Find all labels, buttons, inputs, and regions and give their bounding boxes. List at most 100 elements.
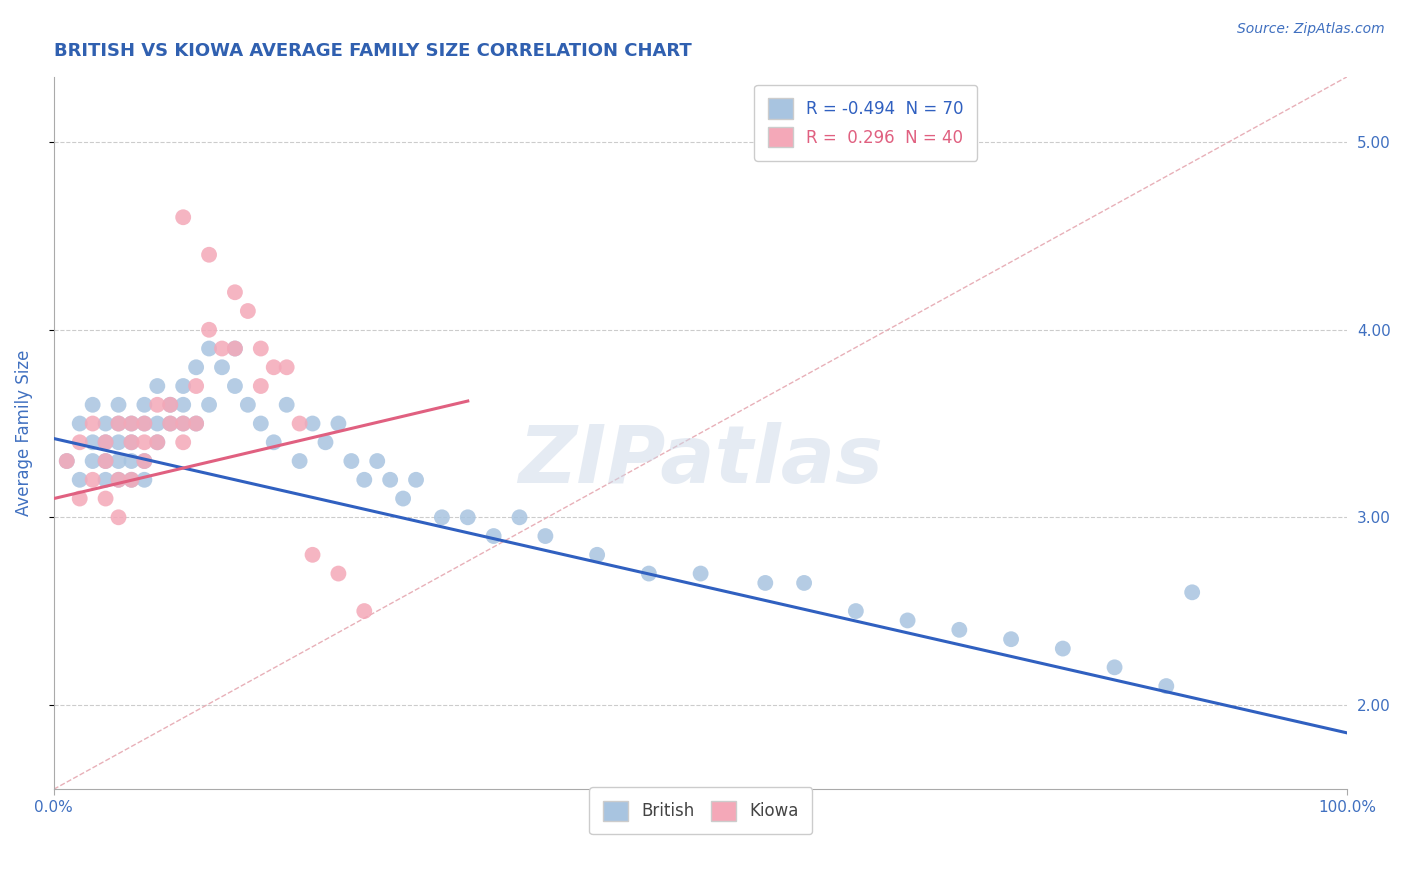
Point (224, 342, 246, 356)
Point (184, 417, 207, 431)
Point (55, 454, 77, 468)
Point (249, 342, 271, 356)
Point (94, 454, 117, 468)
Point (198, 248, 221, 262)
Point (69, 435, 91, 450)
Point (689, 566, 711, 581)
Point (146, 398, 169, 412)
Y-axis label: Average Family Size: Average Family Size (15, 350, 32, 516)
Point (263, 435, 285, 450)
Point (107, 417, 129, 431)
Point (134, 398, 156, 412)
Point (94, 417, 117, 431)
Point (184, 360, 207, 375)
Point (263, 360, 285, 375)
Point (120, 417, 142, 431)
Point (249, 417, 271, 431)
Point (198, 323, 221, 337)
Point (430, 510, 453, 524)
Point (134, 454, 156, 468)
Point (948, 623, 970, 637)
Point (159, 398, 181, 412)
Point (107, 398, 129, 412)
Point (82, 454, 104, 468)
Point (340, 454, 363, 468)
Point (366, 454, 388, 468)
Point (82, 417, 104, 431)
Point (328, 566, 350, 581)
Point (69, 417, 91, 431)
Point (211, 360, 233, 375)
Point (1104, 660, 1126, 674)
Point (107, 510, 129, 524)
Point (198, 342, 221, 356)
Point (120, 473, 142, 487)
Text: Source: ZipAtlas.com: Source: ZipAtlas.com (1237, 22, 1385, 37)
Point (184, 379, 207, 393)
Point (69, 473, 91, 487)
Point (159, 417, 181, 431)
Point (94, 454, 117, 468)
Point (1156, 679, 1178, 693)
Point (457, 510, 479, 524)
Point (120, 473, 142, 487)
Point (224, 342, 246, 356)
Point (405, 473, 427, 487)
Text: ZIPatlas: ZIPatlas (519, 423, 883, 500)
Point (754, 576, 776, 591)
Point (314, 435, 336, 450)
Point (107, 473, 129, 487)
Point (301, 548, 323, 562)
Point (172, 398, 194, 412)
Point (897, 614, 920, 628)
Legend: British, Kiowa: British, Kiowa (589, 788, 811, 834)
Point (94, 435, 117, 450)
Point (107, 473, 129, 487)
Point (353, 604, 375, 618)
Point (509, 510, 531, 524)
Point (249, 379, 271, 393)
Point (276, 360, 298, 375)
Point (1000, 632, 1022, 647)
Point (172, 435, 194, 450)
Point (146, 417, 169, 431)
Text: BRITISH VS KIOWA AVERAGE FAMILY SIZE CORRELATION CHART: BRITISH VS KIOWA AVERAGE FAMILY SIZE COR… (53, 42, 692, 60)
Point (328, 417, 350, 431)
Point (146, 379, 169, 393)
Point (198, 398, 221, 412)
Point (94, 435, 117, 450)
Point (94, 491, 117, 506)
Point (69, 491, 91, 506)
Point (134, 454, 156, 468)
Point (172, 417, 194, 431)
Point (146, 435, 169, 450)
Point (586, 548, 609, 562)
Point (94, 473, 117, 487)
Point (236, 398, 259, 412)
Point (55, 454, 77, 468)
Point (288, 417, 311, 431)
Point (107, 435, 129, 450)
Point (159, 398, 181, 412)
Point (482, 529, 505, 543)
Point (224, 379, 246, 393)
Point (146, 435, 169, 450)
Point (353, 473, 375, 487)
Point (134, 417, 156, 431)
Point (107, 417, 129, 431)
Point (82, 398, 104, 412)
Point (107, 454, 129, 468)
Point (120, 417, 142, 431)
Point (134, 417, 156, 431)
Point (82, 435, 104, 450)
Point (172, 379, 194, 393)
Point (172, 211, 194, 225)
Point (1181, 585, 1204, 599)
Point (134, 473, 156, 487)
Point (159, 417, 181, 431)
Point (120, 454, 142, 468)
Point (534, 529, 557, 543)
Point (392, 491, 415, 506)
Point (276, 398, 298, 412)
Point (184, 417, 207, 431)
